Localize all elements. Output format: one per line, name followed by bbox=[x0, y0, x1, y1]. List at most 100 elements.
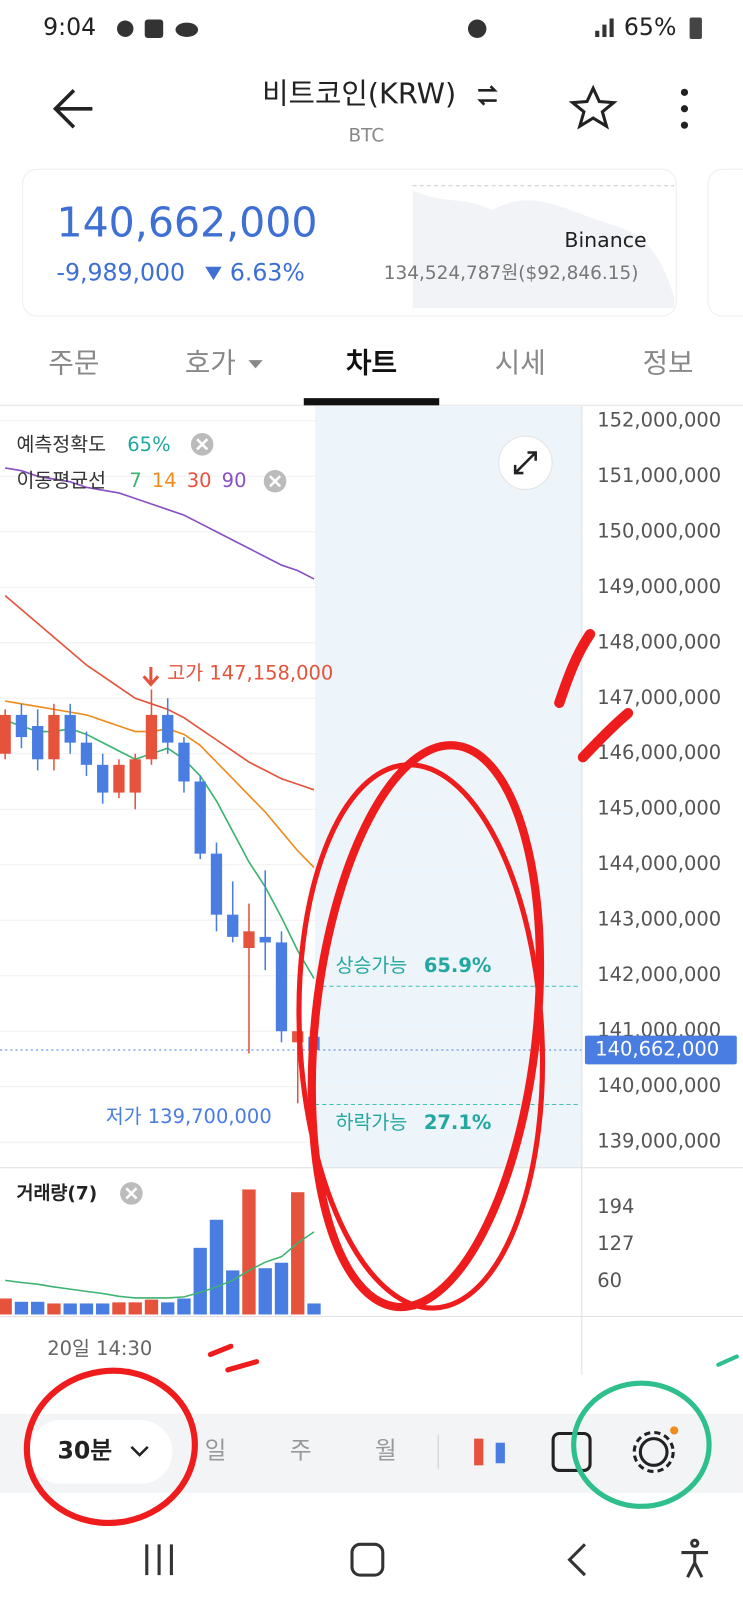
interval[interactable]: 30분 bbox=[58, 1436, 113, 1464]
high-arrow bbox=[142, 666, 160, 687]
volume-tick-label: 127 bbox=[597, 1232, 634, 1255]
volume-bar bbox=[112, 1302, 126, 1315]
candle-body bbox=[113, 764, 125, 793]
volume-bar bbox=[0, 1298, 12, 1315]
layout-button[interactable] bbox=[551, 1431, 592, 1472]
candle-body bbox=[15, 714, 28, 738]
tab-underline bbox=[303, 398, 440, 406]
candle-body bbox=[194, 781, 206, 854]
y-tick-label: 140,000,000 bbox=[597, 1074, 721, 1097]
period[interactable]: 월 bbox=[375, 1436, 397, 1464]
up-label: 상승가능 bbox=[336, 954, 408, 977]
close-volume[interactable] bbox=[120, 1182, 143, 1205]
y-tick-label: 152,000,000 bbox=[597, 408, 721, 431]
exchange-price: 134,524,787원($92,846.15) bbox=[384, 263, 639, 284]
tab[interactable]: 정보 bbox=[643, 346, 694, 379]
more-menu[interactable] bbox=[680, 88, 689, 129]
current-price-label: 140,662,000 bbox=[595, 1037, 719, 1060]
favorite-star[interactable] bbox=[568, 84, 618, 130]
nav-back[interactable] bbox=[567, 1543, 587, 1577]
coin-title: 비트코인(KRW) bbox=[262, 76, 456, 110]
ma-legend: 14 bbox=[152, 469, 177, 492]
volume-bar bbox=[14, 1301, 29, 1315]
tab-caret bbox=[248, 360, 263, 369]
time-label: 20일 14:30 bbox=[47, 1337, 152, 1360]
volume-bar bbox=[307, 1303, 321, 1315]
next-card[interactable] bbox=[707, 168, 743, 317]
candle-body bbox=[210, 853, 223, 915]
y-tick-label: 139,000,000 bbox=[597, 1130, 721, 1153]
volume-bar bbox=[274, 1262, 289, 1315]
interval-caret bbox=[130, 1445, 149, 1457]
volume-bar bbox=[242, 1189, 256, 1315]
tab[interactable]: 시세 bbox=[495, 346, 546, 379]
tabs: 주문 호가 차트 시세 정보 bbox=[48, 346, 693, 379]
candle-body bbox=[48, 714, 60, 760]
candle-type[interactable] bbox=[474, 1438, 505, 1466]
status-time: 9:04 bbox=[43, 13, 96, 41]
down-triangle bbox=[205, 266, 222, 281]
sparkline bbox=[412, 189, 675, 308]
volume-bar bbox=[291, 1192, 305, 1315]
chart: 152,000,000 151,000,000 150,000,000 149,000… bbox=[0, 408, 737, 1315]
y-tick-label: 144,000,000 bbox=[597, 852, 721, 875]
candle-body bbox=[227, 914, 239, 937]
candle-body bbox=[275, 942, 288, 1032]
candle-body bbox=[97, 764, 109, 793]
nav-recent[interactable] bbox=[145, 1544, 173, 1576]
nav-home[interactable] bbox=[350, 1542, 385, 1577]
volume-bar bbox=[144, 1299, 159, 1315]
volume-ma bbox=[5, 1231, 315, 1299]
volume-bar bbox=[96, 1303, 110, 1315]
candle-body bbox=[259, 936, 271, 943]
expand-button[interactable] bbox=[498, 435, 553, 490]
volume-bar bbox=[31, 1301, 45, 1315]
price-change: -9,989,000 bbox=[56, 258, 185, 286]
volume-bar bbox=[47, 1303, 61, 1315]
period[interactable]: 일 bbox=[205, 1436, 227, 1464]
y-tick-label: 151,000,000 bbox=[597, 464, 721, 487]
y-tick-label: 142,000,000 bbox=[597, 963, 721, 986]
volume-bar bbox=[209, 1219, 224, 1315]
y-tick-label: 150,000,000 bbox=[597, 519, 721, 542]
up-prob: 65.9% bbox=[424, 954, 492, 977]
volume-tick-label: 194 bbox=[597, 1195, 634, 1218]
annotations bbox=[23, 629, 739, 1527]
status-icons bbox=[117, 18, 614, 38]
close-ma[interactable] bbox=[263, 469, 287, 493]
nav-accessibility[interactable] bbox=[681, 1538, 709, 1578]
close-accuracy[interactable] bbox=[190, 433, 214, 456]
y-tick-label: 147,000,000 bbox=[597, 686, 721, 709]
swap-icon[interactable] bbox=[477, 85, 498, 106]
ma-legend: 90 bbox=[222, 469, 247, 492]
ma-line bbox=[5, 467, 315, 580]
volume-bar bbox=[177, 1298, 191, 1315]
down-prob: 27.1% bbox=[424, 1111, 492, 1134]
volume-bar bbox=[258, 1268, 272, 1315]
change-rate: 6.63% bbox=[230, 258, 305, 286]
exchange-name: Binance bbox=[564, 228, 646, 252]
tab[interactable]: 차트 bbox=[346, 346, 397, 379]
ma-label: 이동평균선 bbox=[16, 469, 106, 492]
back-button[interactable] bbox=[52, 89, 93, 129]
candle-body bbox=[64, 714, 76, 743]
settings-button[interactable] bbox=[632, 1426, 679, 1474]
high-label: 고가 147,158,000 bbox=[167, 662, 333, 685]
candle-body bbox=[0, 714, 11, 754]
candle-body bbox=[178, 742, 190, 782]
period[interactable]: 주 bbox=[290, 1436, 312, 1464]
coin-symbol: BTC bbox=[348, 125, 384, 146]
tab[interactable]: 주문 bbox=[48, 346, 99, 379]
candle-body bbox=[32, 725, 44, 760]
interval-pill[interactable] bbox=[28, 1420, 173, 1484]
ma-line bbox=[5, 700, 315, 869]
volume-title: 거래량(7) bbox=[16, 1183, 97, 1204]
y-tick-label: 143,000,000 bbox=[597, 908, 721, 931]
accuracy-label: 예측정확도 bbox=[16, 433, 106, 456]
volume-bar bbox=[79, 1303, 94, 1315]
candle-body bbox=[129, 759, 141, 793]
battery-level: 65% bbox=[624, 13, 676, 41]
tab[interactable]: 호가 bbox=[185, 346, 236, 379]
